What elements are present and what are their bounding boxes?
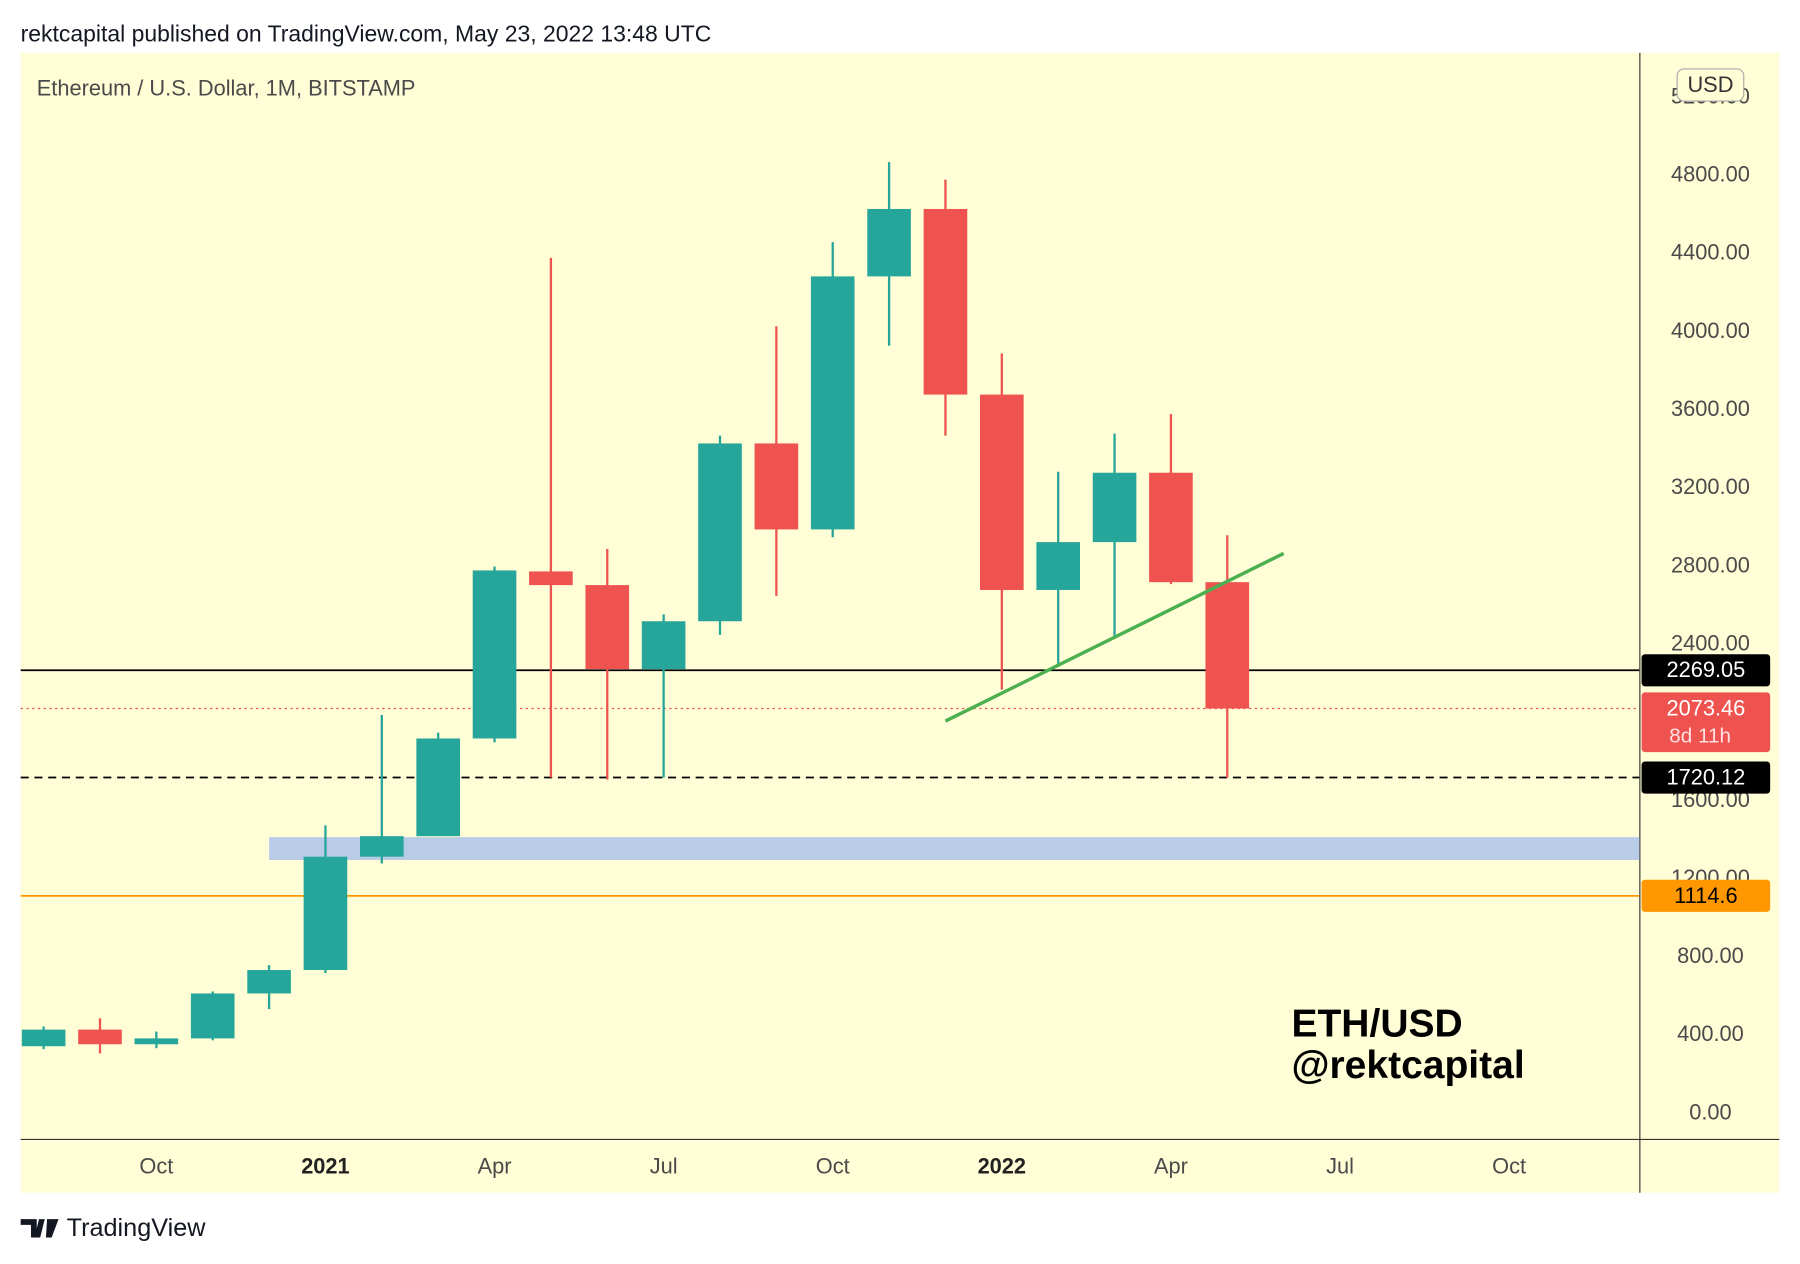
candle-body (1205, 582, 1250, 709)
candle-body (980, 394, 1024, 590)
x-tick-label: Oct (139, 1153, 173, 1178)
countdown: 8d 11h (1669, 725, 1731, 748)
y-tick-label: 400.00 (1677, 1021, 1744, 1046)
x-tick-label: Jul (650, 1153, 678, 1178)
price-label-box (1641, 761, 1771, 794)
x-tick-label: 2022 (978, 1153, 1027, 1178)
candle-body (585, 585, 630, 670)
x-tick-label: Jul (1326, 1153, 1354, 1178)
x-tick-label: Apr (1154, 1153, 1188, 1178)
candle-body (698, 443, 742, 622)
chart-title: Ethereum / U.S. Dollar, 1M, BITSTAMP (37, 75, 416, 100)
candle-body (134, 1038, 179, 1045)
y-tick-label: 4400.00 (1671, 240, 1750, 265)
watermark: @rektcapital (1291, 1044, 1524, 1087)
currency-badge[interactable] (1676, 68, 1745, 102)
candle-body (78, 1029, 122, 1045)
candle-body (360, 836, 404, 857)
trendline (944, 551, 1285, 723)
y-tick-label: 4800.00 (1671, 162, 1750, 187)
candle-body (472, 570, 517, 739)
candle-body (641, 621, 686, 670)
support-zone (269, 837, 1640, 861)
y-tick-label: 800.00 (1677, 943, 1744, 968)
candle-body (810, 276, 855, 530)
y-tick-label: 3600.00 (1671, 396, 1750, 421)
candle-body (190, 993, 235, 1039)
tv-logo (20, 1219, 59, 1238)
y-tick-label: 3200.00 (1671, 474, 1750, 499)
price-label-box (1641, 654, 1771, 687)
price-label: 1720.12 (1666, 764, 1745, 789)
x-tick-label: 2021 (301, 1153, 350, 1178)
candle-body (1149, 472, 1193, 583)
price-label: 2073.46 (1666, 695, 1745, 720)
y-tick-label: 4000.00 (1671, 318, 1750, 343)
candle-body (754, 443, 799, 530)
x-tick-label: Oct (1492, 1153, 1526, 1178)
candle-body (247, 970, 291, 994)
candle-body (1036, 542, 1080, 590)
y-tick-label: 0.00 (1689, 1099, 1731, 1124)
x-tick-label: Apr (478, 1153, 512, 1178)
y-tick-label: 2400.00 (1671, 630, 1750, 655)
candle-body (21, 1029, 66, 1047)
candle-body (867, 208, 911, 277)
price-label: 1114.6 (1674, 883, 1737, 908)
header: rektcapital published on TradingView.com… (21, 21, 712, 47)
price-label-box (1641, 879, 1771, 912)
brand: TradingView (67, 1214, 207, 1242)
watermark: ETH/USD (1291, 1003, 1462, 1046)
candle-body (416, 738, 460, 837)
y-tick-label: 2800.00 (1671, 552, 1750, 577)
x-tick-label: Oct (816, 1153, 850, 1178)
candle-body (529, 571, 573, 586)
price-label: 2269.05 (1666, 657, 1745, 682)
price-label-box (1641, 692, 1771, 753)
candle-body (303, 856, 348, 971)
currency: USD (1687, 72, 1733, 97)
candle-body (923, 208, 968, 395)
candle-body (1092, 472, 1137, 543)
